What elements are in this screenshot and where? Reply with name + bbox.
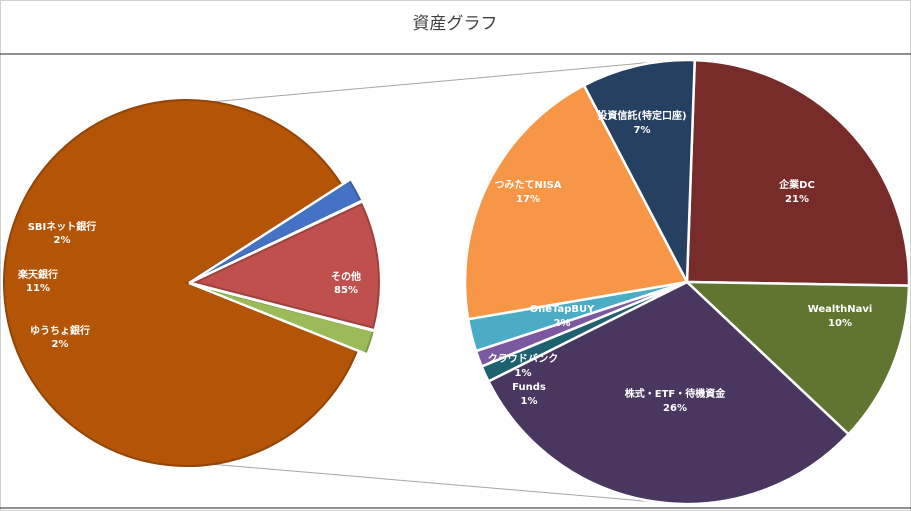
secondary-label-name-dc: 企業DC	[778, 178, 815, 191]
primary-slice-item-0	[3, 99, 359, 467]
primary-label-value-item-1: 2%	[52, 339, 69, 350]
secondary-label-name-wealthnavi: WealthNavi	[808, 304, 873, 315]
primary-separator	[188, 281, 367, 356]
primary-label-value-item-2: 11%	[26, 283, 50, 294]
connector-bottom	[212, 463, 660, 503]
secondary-slice-dc	[685, 58, 911, 287]
primary-slice-item-2	[193, 202, 380, 329]
secondary-label-name-funds: Funds	[512, 382, 546, 393]
connector-top	[212, 60, 668, 103]
primary-label-name-item-2: 楽天銀行	[17, 268, 58, 281]
secondary-label-value-wealthnavi: 10%	[828, 318, 852, 329]
secondary-slice-wealthnavi	[685, 280, 911, 436]
secondary-label-value-funds: 1%	[521, 396, 538, 407]
secondary-label-name-item-7: 投資信託(特定口座)	[597, 109, 686, 122]
primary-label-value-sbi: 2%	[54, 235, 71, 246]
secondary-label-value-etf: 26%	[663, 403, 687, 414]
primary-separator	[188, 178, 351, 285]
connector-lines	[212, 60, 668, 503]
secondary-label-value-nisa: 17%	[516, 194, 540, 205]
secondary-label-name-onetapbuy: OneTapBUY	[530, 304, 596, 315]
secondary-label-value-item-4: 1%	[515, 368, 532, 379]
primary-pie	[3, 99, 380, 467]
primary-separator	[188, 199, 363, 285]
secondary-label-value-item-7: 7%	[634, 125, 651, 136]
primary-label-name-item-0: その他	[331, 270, 361, 283]
primary-label-value-item-0: 85%	[334, 285, 358, 296]
data-labels: その他 85% ゆうちょ銀行 2% 楽天銀行 11% SBIネット銀行 2% 企業DC 21% We…	[17, 109, 872, 414]
chart-title: 資産グラフ	[413, 14, 498, 34]
primary-label-name-sbi: SBIネット銀行	[28, 220, 97, 233]
secondary-slice-nisa	[463, 84, 689, 321]
primary-label-name-item-1: ゆうちょ銀行	[30, 324, 90, 337]
secondary-label-name-nisa: つみたてNISA	[494, 179, 561, 191]
secondary-label-name-etf: 株式・ETF・待機資金	[625, 387, 726, 400]
primary-separator	[188, 281, 375, 333]
secondary-label-value-dc: 21%	[785, 194, 809, 205]
secondary-label-name-item-4: クラウドバンク	[488, 353, 559, 365]
secondary-pie	[463, 58, 911, 506]
secondary-label-value-onetapbuy: 2%	[554, 318, 571, 329]
secondary-slice-item-7	[582, 58, 696, 284]
